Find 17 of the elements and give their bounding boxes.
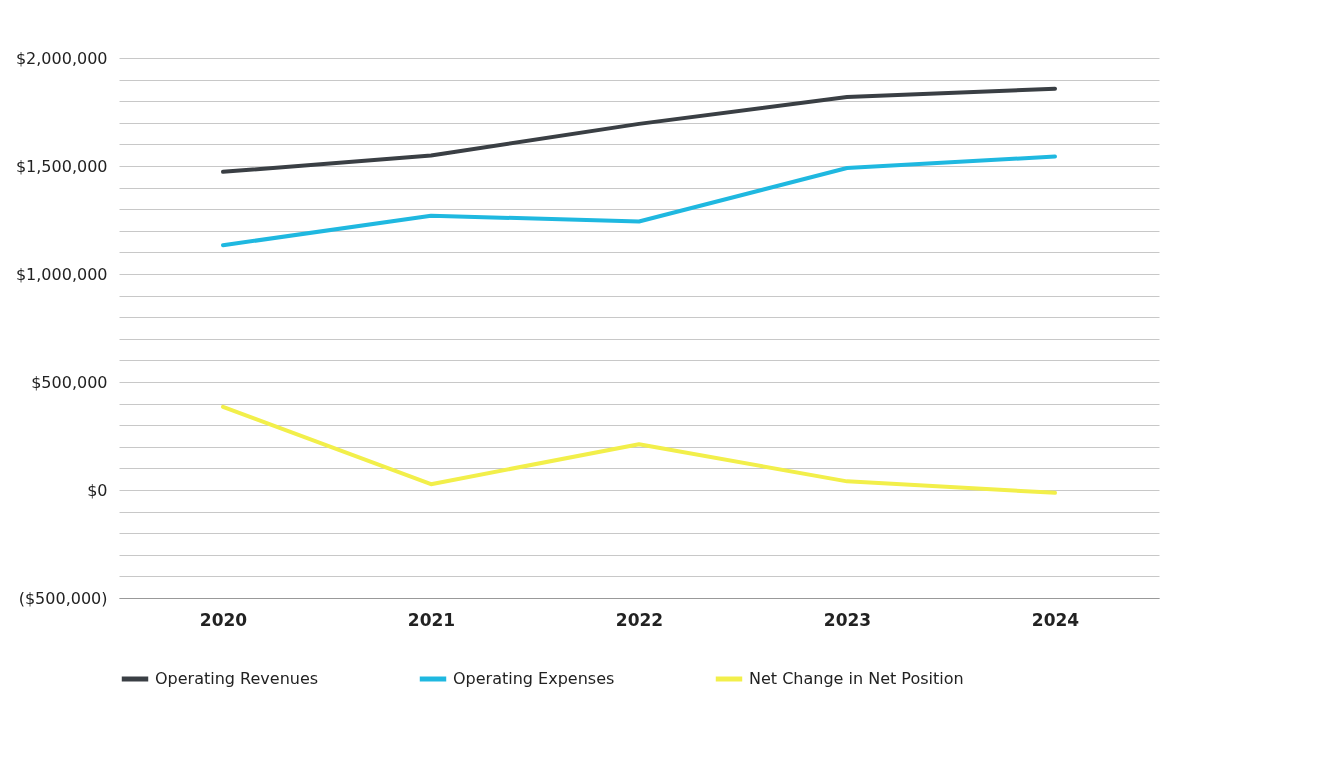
x-tick-label: 2020 xyxy=(199,609,248,630)
y-tick-label: ($500,000) xyxy=(18,588,108,608)
legend-label: Operating Expenses xyxy=(453,669,615,688)
legend-label: Operating Revenues xyxy=(155,669,319,688)
line-series xyxy=(221,154,1057,248)
line-series xyxy=(221,86,1057,174)
x-tick-label: 2021 xyxy=(407,609,456,630)
legend-label: Net Change in Net Position xyxy=(749,669,964,688)
y-tick-label: $1,500,000 xyxy=(15,156,108,176)
x-tick-label: 2022 xyxy=(615,609,664,630)
y-tick-label: $500,000 xyxy=(31,372,108,392)
x-tick-label: 2023 xyxy=(823,609,872,630)
x-tick-label: 2024 xyxy=(1031,609,1080,630)
y-tick-label: $2,000,000 xyxy=(15,48,108,68)
y-tick-label: $0 xyxy=(87,480,108,500)
y-tick-label: $1,000,000 xyxy=(15,264,108,284)
line-series xyxy=(221,404,1057,495)
